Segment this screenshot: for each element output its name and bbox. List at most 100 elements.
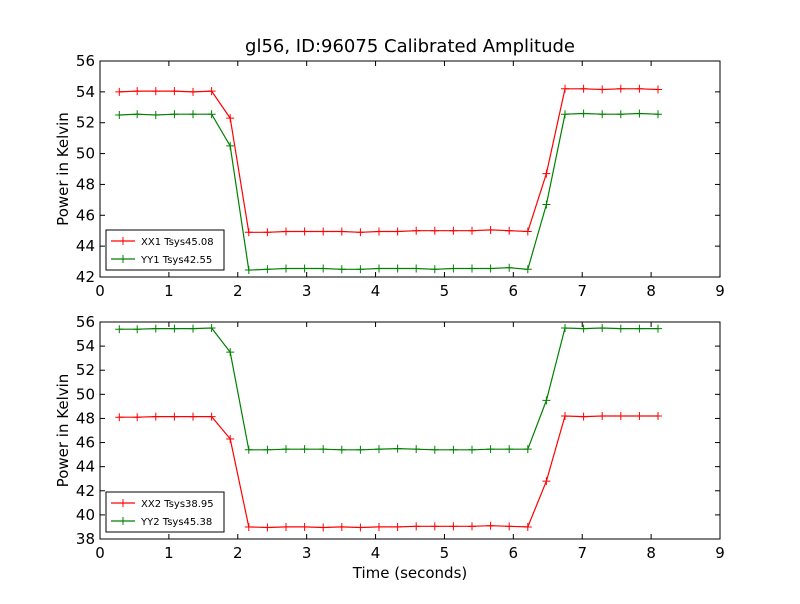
data-point (375, 522, 383, 531)
data-point (133, 413, 142, 422)
y-tick-label: 44 (76, 458, 95, 476)
data-point (226, 114, 235, 123)
data-point (393, 522, 402, 531)
legend-label: YY1 Tsys42.55 (140, 255, 212, 266)
data-point (133, 87, 142, 96)
data-point (226, 348, 235, 357)
data-point (337, 227, 346, 236)
data-point (300, 522, 309, 531)
data-point (189, 412, 197, 421)
data-point (207, 87, 216, 96)
data-point (616, 84, 625, 93)
data-point (654, 324, 662, 333)
data-point (263, 445, 272, 454)
data-point (189, 324, 197, 333)
data-point (207, 324, 216, 333)
data-point (412, 522, 421, 531)
chart-title: gl56, ID:96075 Calibrated Amplitude (245, 36, 575, 57)
data-point (337, 522, 346, 531)
data-point (486, 521, 495, 530)
data-point (412, 445, 421, 454)
data-point (523, 522, 532, 531)
data-point (133, 110, 142, 119)
data-point (561, 84, 569, 93)
data-point (115, 87, 124, 96)
data-point (579, 109, 588, 118)
data-point (151, 87, 160, 96)
data-point (151, 324, 160, 333)
y-axis-label: Power in Kelvin (54, 374, 72, 488)
data-point (468, 522, 476, 531)
data-point (505, 445, 514, 454)
data-point (115, 111, 124, 119)
data-point (282, 522, 290, 531)
x-tick-label: 5 (440, 282, 450, 300)
data-point (189, 110, 197, 119)
y-axis-label: Power in Kelvin (54, 112, 72, 226)
data-point (654, 110, 662, 119)
data-point (449, 445, 458, 454)
series-line-1 (119, 88, 659, 233)
data-point (579, 412, 588, 421)
y-tick-label: 52 (76, 361, 95, 379)
data-point (635, 109, 644, 118)
data-point (319, 445, 328, 454)
data-point (505, 263, 514, 272)
data-point (449, 226, 458, 235)
data-point (393, 264, 402, 273)
x-tick-label: 0 (95, 544, 105, 562)
data-point (635, 324, 644, 333)
data-point (263, 228, 272, 237)
data-point (449, 264, 458, 273)
data-point (244, 522, 253, 531)
data-point (542, 169, 551, 178)
legend-label: XX1 Tsys45.08 (141, 237, 214, 248)
y-tick-label: 54 (76, 337, 95, 355)
data-point (356, 228, 365, 237)
y-tick-label: 40 (76, 506, 95, 524)
data-point (244, 266, 253, 275)
series-line-2 (119, 327, 658, 451)
y-tick-label: 50 (76, 145, 95, 163)
y-tick-label: 46 (76, 434, 95, 452)
data-point (486, 225, 495, 234)
data-point (282, 445, 290, 454)
data-point (356, 265, 365, 274)
data-point (115, 413, 124, 422)
x-tick-label: 1 (164, 282, 174, 300)
x-tick-label: 0 (95, 282, 105, 300)
data-point (616, 110, 625, 119)
x-tick-label: 3 (302, 544, 312, 562)
legend-marker (119, 237, 127, 245)
data-point (319, 264, 328, 273)
data-point (226, 141, 235, 150)
data-point (542, 200, 551, 209)
data-point (300, 227, 309, 236)
data-point (226, 434, 235, 443)
data-point (412, 264, 421, 273)
data-point (486, 264, 495, 273)
x-tick-label: 1 (164, 544, 174, 562)
y-tick-label: 38 (76, 530, 95, 548)
data-point (542, 477, 551, 486)
y-tick-label: 50 (76, 385, 95, 403)
data-point (319, 227, 328, 236)
data-point (356, 523, 365, 532)
data-point (598, 110, 607, 119)
data-point (468, 264, 476, 273)
data-point (579, 324, 588, 333)
data-point (598, 324, 607, 333)
legend-marker (119, 499, 127, 507)
data-point (635, 412, 644, 421)
data-point (523, 445, 532, 454)
data-point (263, 265, 272, 274)
data-point (505, 226, 514, 235)
data-point (151, 111, 160, 119)
data-point (468, 445, 476, 454)
x-axis-label: Time (seconds) (352, 564, 468, 582)
plot-frame (99, 60, 721, 278)
x-tick-label: 9 (715, 282, 725, 300)
x-tick-label: 9 (715, 544, 725, 562)
